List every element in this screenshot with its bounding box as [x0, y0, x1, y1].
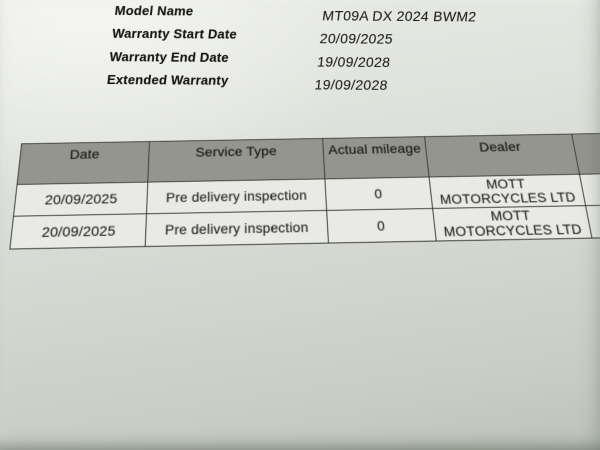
cell-service-type: Pre delivery inspection: [146, 178, 327, 214]
header-dealer: Dealer: [424, 134, 580, 177]
cell-date: 20/09/2025: [9, 213, 147, 250]
meta-row-warranty-end: Warranty End Date 19/09/2028: [108, 46, 473, 72]
meta-row-model-name: Model Name MT09A DX 2024 BWM2: [113, 0, 478, 26]
cell-mileage: 0: [326, 208, 437, 244]
meta-label: Warranty Start Date: [111, 25, 238, 42]
meta-label: Model Name: [113, 2, 195, 19]
meta-label: Warranty End Date: [108, 48, 230, 65]
meta-value: 19/09/2028: [316, 53, 392, 70]
meta-value: 19/09/2028: [313, 76, 389, 93]
service-history-table: Date Service Type Actual mileage Dealer …: [9, 132, 600, 250]
meta-row-extended-warranty: Extended Warranty 19/09/2028: [106, 69, 471, 95]
cell-mileage: 0: [324, 176, 433, 211]
cell-dealer: MOTT MOTORCYCLES LTD: [429, 174, 586, 209]
cell-service-type: Pre delivery inspection: [145, 210, 329, 247]
cell-date: 20/09/2025: [13, 182, 148, 217]
cell-dealer: MOTT MOTORCYCLES LTD: [432, 205, 592, 242]
header-service-type: Service Type: [147, 138, 325, 183]
header-actual-mileage: Actual mileage: [322, 136, 430, 179]
meta-value: MT09A DX 2024 BWM2: [321, 7, 478, 25]
warranty-meta-block: Model Name MT09A DX 2024 BWM2 Warranty S…: [106, 0, 478, 94]
header-date: Date: [17, 141, 150, 185]
meta-value: 20/09/2025: [318, 30, 394, 47]
meta-label: Extended Warranty: [106, 71, 230, 88]
